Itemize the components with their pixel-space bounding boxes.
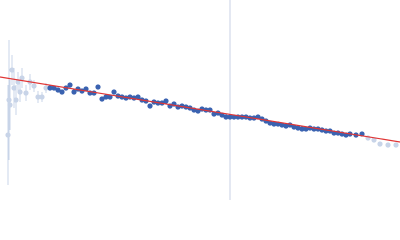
data-point bbox=[55, 87, 61, 93]
page: (() => { const data = JSON.parse(documen… bbox=[0, 0, 400, 200]
data-point bbox=[371, 137, 377, 143]
data-point bbox=[385, 142, 391, 148]
data-point bbox=[13, 97, 19, 103]
data-point bbox=[59, 89, 65, 95]
data-point bbox=[223, 114, 229, 120]
data-point bbox=[299, 126, 305, 132]
data-point bbox=[283, 123, 289, 129]
data-point bbox=[5, 132, 11, 138]
data-point bbox=[267, 120, 273, 126]
chart bbox=[0, 0, 400, 200]
data-point bbox=[271, 121, 277, 127]
data-point bbox=[67, 82, 73, 88]
data-point bbox=[95, 84, 101, 90]
data-point bbox=[163, 98, 169, 104]
data-point bbox=[135, 94, 141, 100]
data-point bbox=[23, 90, 29, 96]
data-point bbox=[147, 103, 153, 109]
data-point bbox=[71, 89, 77, 95]
data-point bbox=[47, 85, 53, 91]
data-point bbox=[11, 85, 17, 91]
fit-line bbox=[0, 76, 400, 143]
data-point bbox=[31, 83, 37, 89]
data-point bbox=[51, 85, 57, 91]
data-point bbox=[7, 102, 13, 108]
data-point bbox=[227, 114, 233, 120]
data-point bbox=[43, 85, 49, 91]
data-point bbox=[6, 97, 12, 103]
data-point bbox=[291, 124, 297, 130]
data-point bbox=[103, 94, 109, 100]
data-point bbox=[111, 89, 117, 95]
data-point bbox=[107, 94, 113, 100]
data-point bbox=[99, 96, 105, 102]
data-point bbox=[393, 142, 399, 148]
data-point bbox=[39, 94, 45, 100]
data-point bbox=[211, 111, 217, 117]
data-point bbox=[279, 122, 285, 128]
data-point bbox=[303, 126, 309, 132]
data-point bbox=[35, 94, 41, 100]
data-point bbox=[19, 75, 25, 81]
data-point bbox=[17, 89, 23, 95]
data-point bbox=[9, 67, 15, 73]
data-point bbox=[377, 141, 383, 147]
data-point bbox=[295, 125, 301, 131]
